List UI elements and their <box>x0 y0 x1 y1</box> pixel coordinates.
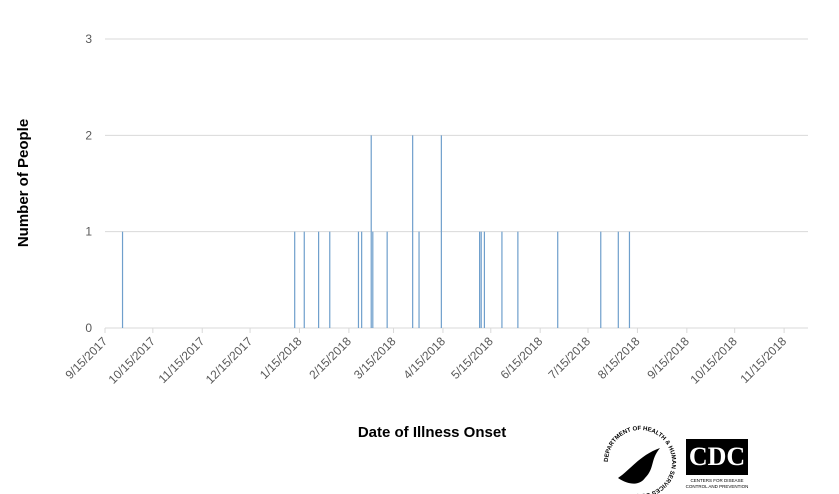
x-tick-label: 3/15/2018 <box>351 334 399 382</box>
bar <box>121 231 124 328</box>
y-tick-label: 2 <box>85 128 92 142</box>
bar <box>557 231 559 328</box>
bar <box>501 231 503 328</box>
cdc-tagline: CENTERS FOR DISEASE <box>690 478 743 483</box>
bar <box>294 231 296 328</box>
bar <box>483 231 485 328</box>
bar <box>318 231 320 328</box>
hhs-logo: DEPARTMENT OF HEALTH & HUMAN SERVICES US… <box>604 426 676 494</box>
x-tick-label: 1/15/2018 <box>257 334 305 382</box>
x-tick-label: 4/15/2018 <box>400 334 448 382</box>
bar <box>372 231 374 328</box>
bar <box>479 231 481 328</box>
x-tick-label: 5/15/2018 <box>448 334 496 382</box>
x-tick-label: 10/15/2017 <box>106 334 159 387</box>
cdc-text: CDC <box>689 442 745 471</box>
bar <box>418 231 420 328</box>
cdc-tagline: CONTROL AND PREVENTION <box>686 484 749 489</box>
bar <box>370 135 372 328</box>
bar <box>480 231 482 328</box>
bar <box>329 231 331 328</box>
bar <box>412 135 414 328</box>
hhs-eagle <box>618 448 660 484</box>
bar <box>628 231 631 328</box>
y-tick-label: 1 <box>85 225 92 239</box>
x-tick-label: 12/15/2017 <box>203 334 256 387</box>
y-tick-label: 0 <box>85 321 92 335</box>
bar <box>517 231 519 328</box>
x-tick-label: 8/15/2018 <box>595 334 643 382</box>
y-axis-title: Number of People <box>15 119 32 247</box>
x-axis-title: Date of Illness Onset <box>358 424 506 441</box>
x-tick-label: 6/15/2018 <box>498 334 546 382</box>
x-tick-label: 11/15/2017 <box>156 334 208 386</box>
cdc-box <box>686 439 748 475</box>
cdc-logo: CDC CENTERS FOR DISEASE CONTROL AND PREV… <box>686 439 749 489</box>
bar <box>303 231 305 328</box>
x-tick-label: 10/15/2018 <box>687 334 740 387</box>
x-tick-label: 2/15/2018 <box>306 334 354 382</box>
bar <box>600 231 602 328</box>
y-tick-label: 3 <box>85 32 92 46</box>
bar <box>386 231 388 328</box>
x-tick-label: 9/15/2017 <box>62 334 110 382</box>
bar <box>617 231 619 328</box>
x-tick-label: 7/15/2018 <box>545 334 593 382</box>
x-tick-label: 9/15/2018 <box>644 334 692 382</box>
bar <box>361 231 363 328</box>
bar <box>440 135 442 328</box>
bar <box>357 231 360 328</box>
x-tick-label: 11/15/2018 <box>737 334 789 386</box>
